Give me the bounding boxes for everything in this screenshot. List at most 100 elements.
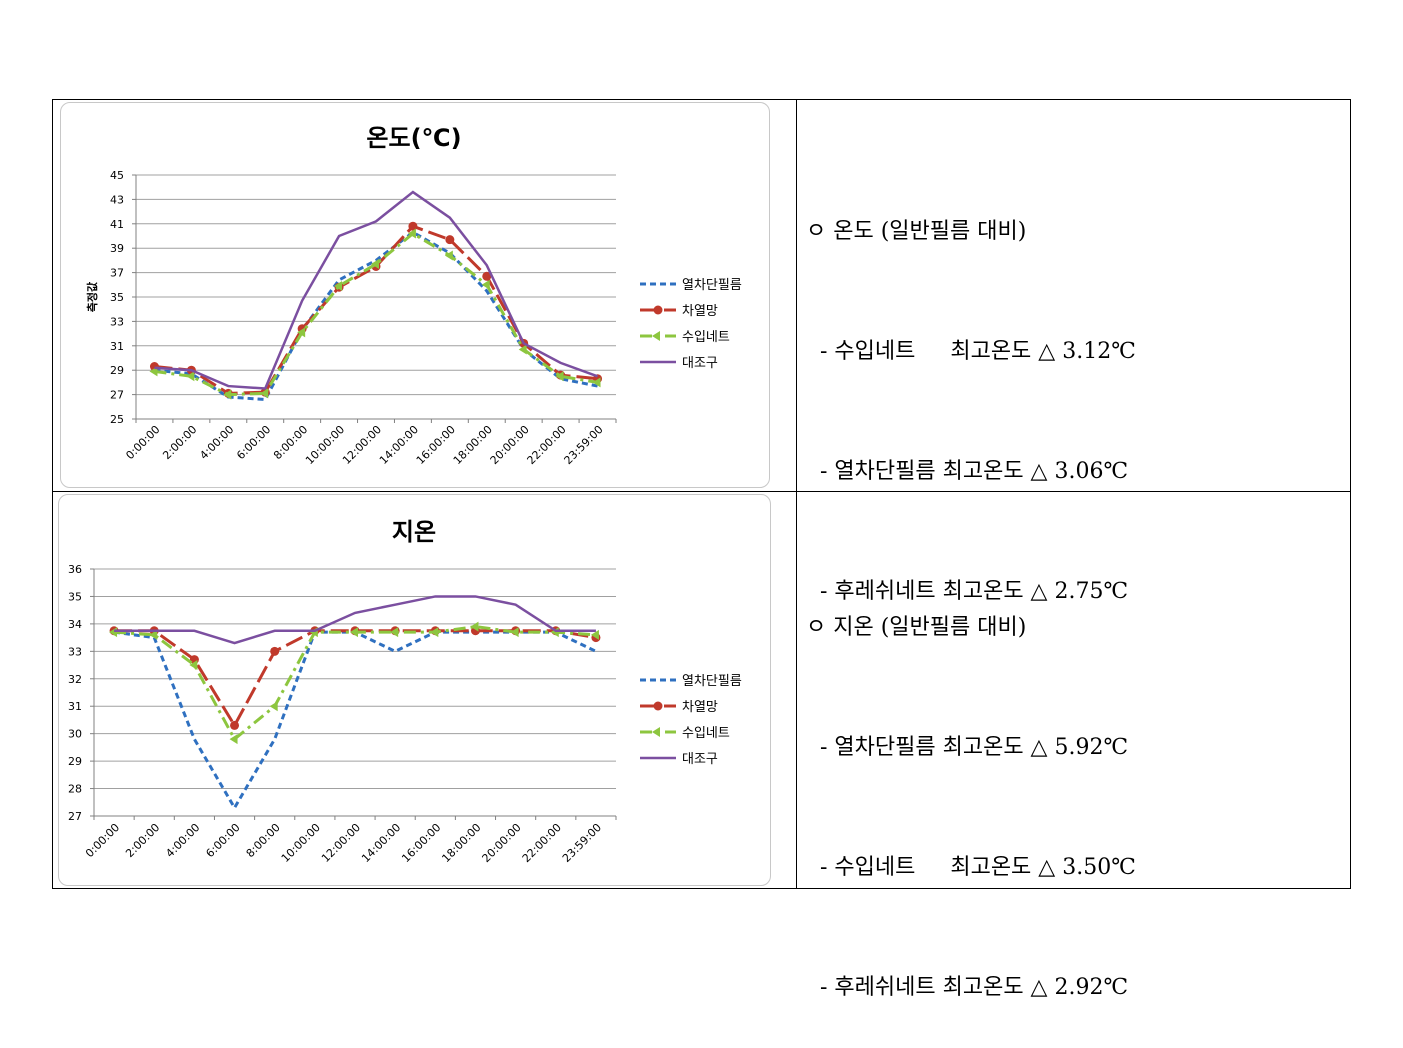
legend-label: 열차단필름 — [682, 674, 742, 689]
y-tick-label: 25 — [110, 413, 124, 426]
x-tick-label: 23:59:00 — [562, 423, 606, 467]
data-point — [189, 660, 198, 671]
x-tick-label: 0:00:00 — [83, 821, 122, 860]
x-tick-label: 2:00:00 — [160, 423, 199, 462]
legend-marker — [652, 727, 660, 737]
data-point — [260, 388, 269, 399]
data-point — [592, 377, 601, 388]
y-tick-label: 33 — [110, 315, 124, 328]
temperature-notes: ㅇ 온도 (일반필름 대비) - 수입네트 최고온도 △ 3.12℃ - 열차단… — [806, 132, 1136, 652]
data-point — [482, 271, 492, 281]
temperature-chart-frame — [60, 102, 770, 488]
x-tick-label: 18:00:00 — [439, 821, 483, 865]
series-line — [154, 230, 598, 402]
x-tick-label: 6:00:00 — [234, 423, 273, 462]
data-point — [407, 228, 416, 239]
x-tick-label: 2:00:00 — [123, 821, 162, 860]
x-tick-label: 4:00:00 — [163, 821, 202, 860]
chart-title: 온도(℃) — [366, 124, 461, 152]
x-tick-label: 0:00:00 — [123, 423, 162, 462]
notes-line: - 후레쉬네트 최고온도 △ 2.75℃ — [806, 579, 1129, 604]
y-tick-label: 32 — [68, 673, 82, 686]
y-tick-label: 45 — [110, 169, 124, 182]
x-tick-label: 14:00:00 — [377, 423, 421, 467]
x-tick-label: 6:00:00 — [203, 821, 242, 860]
data-point — [371, 259, 379, 270]
charts-canvas: 온도(℃)측정값25272931333537394143450:00:002:0… — [68, 124, 742, 865]
legend-marker — [653, 701, 663, 711]
data-point — [223, 389, 232, 400]
x-tick-label: 16:00:00 — [399, 821, 443, 865]
y-tick-label: 28 — [68, 783, 82, 796]
data-point — [518, 344, 527, 355]
data-point — [350, 627, 358, 638]
y-tick-label: 33 — [68, 645, 82, 658]
data-point — [590, 629, 599, 640]
x-tick-label: 10:00:00 — [279, 821, 323, 865]
legend-marker — [653, 305, 663, 315]
y-tick-label: 29 — [68, 755, 82, 768]
y-tick-label: 30 — [68, 728, 82, 741]
y-tick-label: 27 — [110, 389, 124, 402]
legend-label: 차열망 — [682, 700, 718, 715]
y-tick-label: 31 — [110, 340, 124, 353]
y-tick-label: 34 — [68, 618, 82, 631]
y-tick-label: 39 — [110, 242, 124, 255]
data-point — [230, 720, 240, 730]
x-tick-label: 20:00:00 — [488, 423, 532, 467]
soil-temperature-notes: ㅇ 지온 (일반필름 대비) - 열차단필름 최고온도 △ 5.92℃ - 수입… — [806, 528, 1136, 1048]
data-point — [408, 221, 418, 231]
data-point — [229, 734, 238, 745]
y-tick-label: 43 — [110, 193, 124, 206]
table-horizontal-divider — [52, 491, 1351, 492]
y-axis-label: 측정값 — [85, 282, 99, 312]
data-point — [149, 629, 158, 640]
x-tick-label: 4:00:00 — [197, 423, 236, 462]
notes-line: - 수입네트 최고온도 △ 3.12℃ — [806, 339, 1136, 364]
data-point — [186, 371, 195, 382]
x-tick-label: 22:00:00 — [520, 821, 564, 865]
x-tick-label: 14:00:00 — [359, 821, 403, 865]
data-point — [334, 281, 343, 292]
x-tick-label: 12:00:00 — [340, 423, 384, 467]
legend-label: 대조구 — [682, 752, 718, 767]
legend-label: 대조구 — [682, 356, 718, 371]
series-line — [114, 629, 597, 729]
series-line — [154, 224, 598, 395]
data-point — [445, 235, 455, 245]
x-tick-label: 12:00:00 — [319, 821, 363, 865]
notes-heading: ㅇ 온도 (일반필름 대비) — [806, 219, 1027, 244]
y-tick-label: 35 — [110, 291, 124, 304]
y-tick-label: 29 — [110, 364, 124, 377]
legend-label: 차열망 — [682, 304, 718, 319]
y-tick-label: 37 — [110, 267, 124, 280]
legend-label: 수입네트 — [682, 726, 730, 741]
data-point — [270, 646, 280, 656]
series-line — [114, 595, 596, 645]
data-point — [555, 371, 564, 382]
notes-line: - 수입네트 최고온도 △ 3.50℃ — [806, 855, 1136, 880]
chart-title: 지온 — [392, 518, 436, 546]
x-tick-label: 8:00:00 — [244, 821, 283, 860]
temperature-chart: 온도(℃) 측정값 25 27 29 31 33 35 37 39 41 43 45 0:00:002:0… — [85, 124, 742, 467]
table-vertical-divider — [796, 99, 797, 889]
y-tick-label: 27 — [68, 810, 82, 823]
y-tick-label: 41 — [110, 218, 124, 231]
y-tick-label: 31 — [68, 700, 82, 713]
series-line — [154, 190, 598, 390]
y-tick-label: 35 — [68, 590, 82, 603]
y-tick-label: 36 — [68, 563, 82, 576]
data-point — [510, 627, 519, 638]
notes-heading: ㅇ 지온 (일반필름 대비) — [806, 615, 1027, 640]
legend-marker — [652, 331, 660, 341]
data-point — [481, 279, 490, 290]
data-point — [470, 621, 479, 632]
data-point — [444, 250, 453, 261]
notes-line: - 열차단필름 최고온도 △ 3.06℃ — [806, 459, 1129, 484]
data-point — [430, 627, 439, 638]
legend-label: 열차단필름 — [682, 278, 742, 293]
notes-line: - 후레쉬네트 최고온도 △ 2.92℃ — [806, 975, 1129, 1000]
data-point — [297, 327, 306, 338]
layout-table — [52, 99, 1351, 889]
x-tick-label: 20:00:00 — [480, 821, 524, 865]
